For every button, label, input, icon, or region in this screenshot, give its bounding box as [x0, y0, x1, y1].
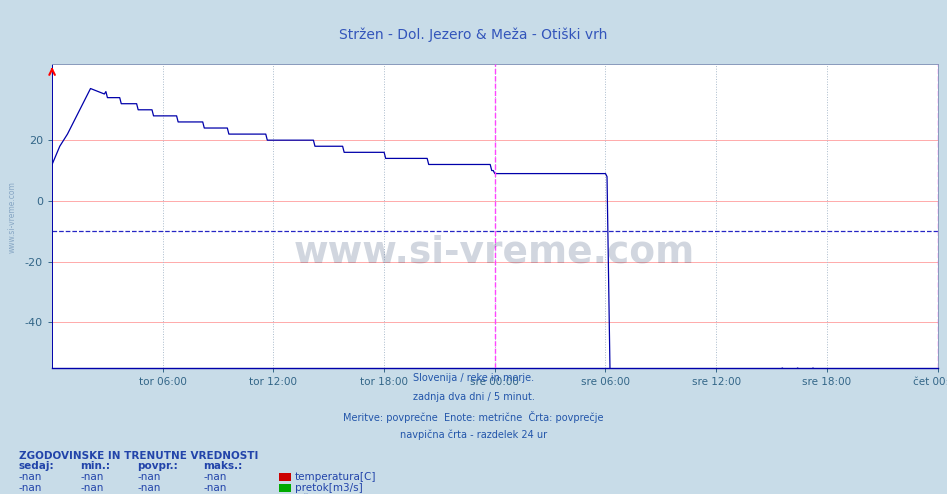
Text: -nan: -nan [204, 483, 227, 493]
Text: maks.:: maks.: [204, 461, 242, 471]
Text: ZGODOVINSKE IN TRENUTNE VREDNOSTI: ZGODOVINSKE IN TRENUTNE VREDNOSTI [19, 451, 259, 460]
Text: -nan: -nan [19, 472, 43, 482]
Text: -nan: -nan [204, 472, 227, 482]
Text: www.si-vreme.com: www.si-vreme.com [8, 181, 17, 253]
Text: -nan: -nan [80, 472, 104, 482]
Text: temperatura[C]: temperatura[C] [295, 472, 376, 482]
Text: zadnja dva dni / 5 minut.: zadnja dva dni / 5 minut. [413, 392, 534, 402]
Text: www.si-vreme.com: www.si-vreme.com [295, 235, 695, 271]
Text: -nan: -nan [19, 483, 43, 493]
Text: min.:: min.: [80, 461, 111, 471]
Text: Meritve: povprečne  Enote: metrične  Črta: povprečje: Meritve: povprečne Enote: metrične Črta:… [343, 411, 604, 422]
Text: sedaj:: sedaj: [19, 461, 55, 471]
Text: -nan: -nan [137, 483, 161, 493]
Text: navpična črta - razdelek 24 ur: navpična črta - razdelek 24 ur [400, 429, 547, 440]
Text: Slovenija / reke in morje.: Slovenija / reke in morje. [413, 373, 534, 383]
Text: -nan: -nan [137, 472, 161, 482]
Text: pretok[m3/s]: pretok[m3/s] [295, 483, 363, 493]
Text: povpr.:: povpr.: [137, 461, 178, 471]
Text: -nan: -nan [80, 483, 104, 493]
Text: Stržen - Dol. Jezero & Meža - Otiški vrh: Stržen - Dol. Jezero & Meža - Otiški vrh [339, 27, 608, 41]
